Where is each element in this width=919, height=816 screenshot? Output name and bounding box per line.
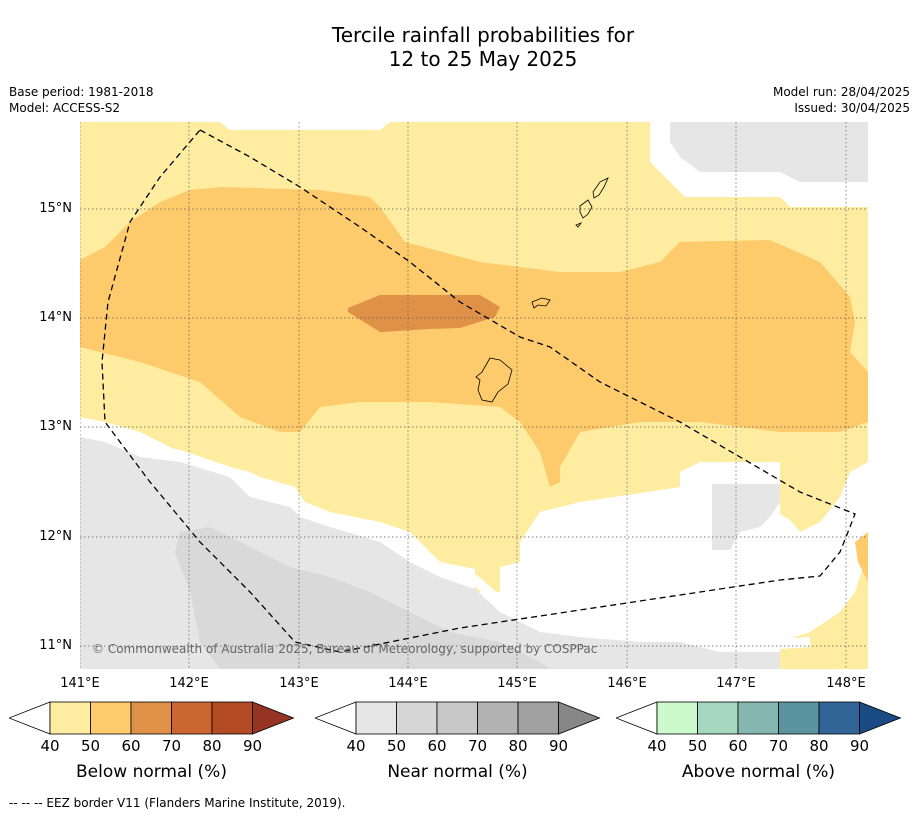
model-run: Model run: 28/04/2025 <box>772 85 910 99</box>
colorbar-segment <box>49 701 91 735</box>
colorbar-tick-label: 80 <box>508 737 527 755</box>
colorbar-tick-label: 70 <box>162 737 181 755</box>
colorbar-tick-label: 60 <box>728 737 747 755</box>
lat-label-11n: 11°N <box>39 638 72 653</box>
colorbar-tick-label: 80 <box>809 737 828 755</box>
base-period: Base period: 1981-2018 <box>9 85 154 99</box>
colorbar-segment <box>477 701 519 735</box>
colorbar-label-near: Near normal (%) <box>387 762 528 782</box>
colorbar-tick-label: 40 <box>40 737 59 755</box>
island-aguijan <box>575 222 583 228</box>
colorbar-segment <box>818 701 860 735</box>
lon-label-146e: 146°E <box>607 676 647 691</box>
near-50-region-east <box>712 484 780 550</box>
colorbar-segment <box>171 701 213 735</box>
colorbar-above-normal: 40 50 60 70 80 90 <box>614 700 906 764</box>
colorbar-label-above: Above normal (%) <box>681 762 836 782</box>
colorbar-extend-low <box>313 701 357 735</box>
copyright-text: © Commonwealth of Australia 2025, Bureau… <box>92 642 597 656</box>
colorbar-segment <box>778 701 820 735</box>
colorbar-segment <box>396 701 438 735</box>
colorbar-segment <box>130 701 172 735</box>
colorbar-segment <box>697 701 739 735</box>
lat-label-14n: 14°N <box>39 310 72 325</box>
lon-label-143e: 143°E <box>279 676 319 691</box>
colorbar-segment <box>436 701 478 735</box>
near-60-region <box>175 527 550 669</box>
meta-left: Base period: 1981-2018 Model: ACCESS-S2 <box>9 84 154 116</box>
lon-label-147e: 147°E <box>716 676 756 691</box>
chart-title: Tercile rainfall probabilities for 12 to… <box>0 23 919 71</box>
colorbar-extend-low <box>614 701 658 735</box>
colorbar-tick-label: 40 <box>346 737 365 755</box>
colorbar-segment <box>656 701 698 735</box>
colorbar-tick-label: 60 <box>427 737 446 755</box>
colorbar-segment <box>211 701 253 735</box>
lon-label-145e: 145°E <box>497 676 537 691</box>
colorbar-extend-high <box>859 701 902 735</box>
colorbar-tick-label: 70 <box>769 737 788 755</box>
island-guam <box>475 357 513 403</box>
below-60-patch-east <box>855 532 868 582</box>
below-60-region <box>80 187 868 487</box>
colorbar-extend-high <box>252 701 295 735</box>
island-saipan <box>592 177 609 199</box>
colorbar-segment <box>737 701 779 735</box>
colorbar-segment <box>517 701 559 735</box>
colorbar-tick-label: 50 <box>688 737 707 755</box>
title-line-1: Tercile rainfall probabilities for <box>331 23 635 47</box>
colorbar-tick-label: 50 <box>387 737 406 755</box>
colorbar-tick-label: 60 <box>121 737 140 755</box>
island-tinian <box>579 199 593 219</box>
colorbar-segment <box>90 701 132 735</box>
near-50-region-northeast <box>670 122 868 182</box>
island-rota <box>531 297 551 309</box>
colorbar-tick-label: 80 <box>202 737 221 755</box>
eez-footnote: -- -- -- EEZ border V11 (Flanders Marine… <box>9 796 346 810</box>
colorbar-tick-label: 90 <box>243 737 262 755</box>
colorbar-tick-label: 90 <box>549 737 568 755</box>
issued-date: Issued: 30/04/2025 <box>794 101 910 115</box>
colorbar-tick-label: 70 <box>468 737 487 755</box>
lon-label-141e: 141°E <box>60 676 100 691</box>
meta-right: Model run: 28/04/2025 Issued: 30/04/2025 <box>773 84 910 116</box>
lat-label-15n: 15°N <box>39 201 72 216</box>
eez-border <box>101 129 856 653</box>
probability-map: © Commonwealth of Australia 2025, Bureau… <box>80 122 868 669</box>
lon-label-142e: 142°E <box>169 676 209 691</box>
model-name: Model: ACCESS-S2 <box>9 101 121 115</box>
colorbar-tick-label: 40 <box>647 737 666 755</box>
colorbar-below-normal: 40 50 60 70 80 90 <box>7 700 299 764</box>
lat-label-13n: 13°N <box>39 419 72 434</box>
lon-label-144e: 144°E <box>388 676 428 691</box>
colorbar-segment <box>355 701 397 735</box>
lon-label-148e: 148°E <box>826 676 866 691</box>
colorbar-label-below: Below normal (%) <box>76 762 227 782</box>
white-band-south <box>80 425 811 649</box>
islands <box>475 177 609 403</box>
colorbar-tick-label: 50 <box>81 737 100 755</box>
colorbar-extend-low <box>7 701 51 735</box>
lat-label-12n: 12°N <box>39 529 72 544</box>
colorbar-near-normal: 40 50 60 70 80 90 <box>313 700 605 764</box>
title-line-2: 12 to 25 May 2025 <box>388 47 578 71</box>
colorbar-extend-high <box>558 701 601 735</box>
colorbar-tick-label: 90 <box>850 737 869 755</box>
below-70-region <box>348 295 500 332</box>
